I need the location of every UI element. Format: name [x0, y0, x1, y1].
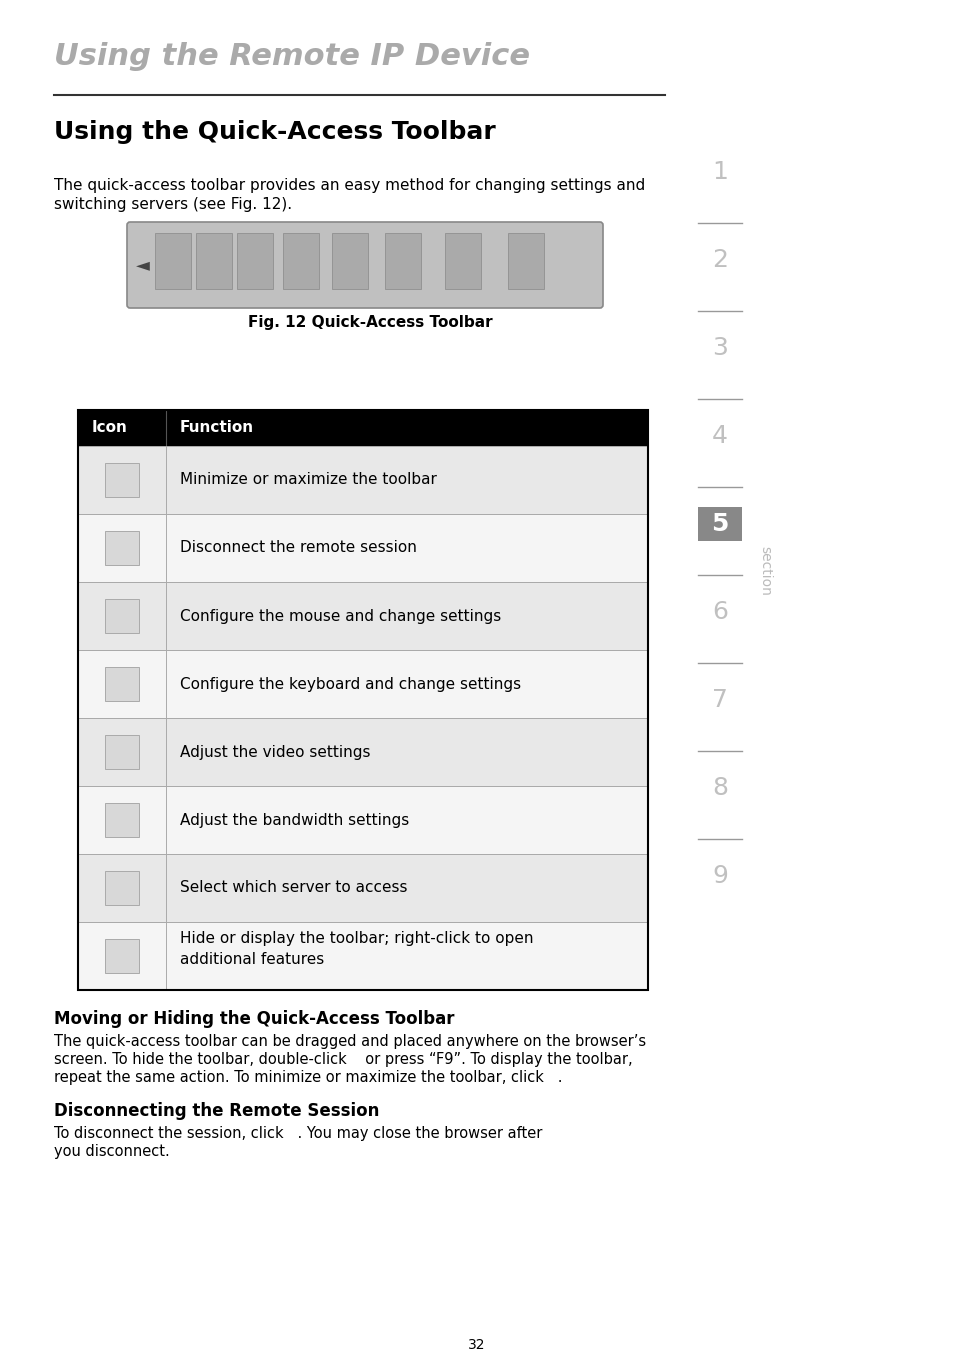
Bar: [332, 233, 368, 289]
Bar: [78, 514, 647, 582]
Bar: [507, 233, 543, 289]
Bar: [385, 233, 420, 289]
Text: Using the Remote IP Device: Using the Remote IP Device: [54, 42, 530, 71]
Bar: [698, 507, 741, 541]
Text: The quick-access toolbar provides an easy method for changing settings and: The quick-access toolbar provides an eas…: [54, 179, 644, 194]
Text: Icon: Icon: [91, 421, 128, 436]
Text: Configure the mouse and change settings: Configure the mouse and change settings: [180, 608, 500, 623]
Text: 6: 6: [711, 600, 727, 624]
Text: 5: 5: [711, 512, 728, 536]
Bar: [78, 582, 647, 650]
Text: Moving or Hiding the Quick-Access Toolbar: Moving or Hiding the Quick-Access Toolba…: [54, 1010, 454, 1028]
Text: Select which server to access: Select which server to access: [180, 880, 407, 895]
Bar: [78, 786, 647, 855]
Bar: [78, 650, 647, 718]
Bar: [236, 233, 273, 289]
Text: Adjust the bandwidth settings: Adjust the bandwidth settings: [180, 812, 409, 827]
Text: ◄: ◄: [136, 256, 150, 274]
Bar: [105, 463, 139, 497]
Text: you disconnect.: you disconnect.: [54, 1144, 170, 1159]
Text: Disconnecting the Remote Session: Disconnecting the Remote Session: [54, 1103, 379, 1120]
Bar: [78, 718, 647, 786]
Bar: [105, 803, 139, 837]
Text: 8: 8: [711, 776, 727, 800]
Text: 7: 7: [711, 688, 727, 711]
Text: 2: 2: [711, 248, 727, 273]
Text: Configure the keyboard and change settings: Configure the keyboard and change settin…: [180, 676, 520, 691]
Text: Hide or display the toolbar; right-click to open
additional features: Hide or display the toolbar; right-click…: [180, 931, 533, 966]
Bar: [78, 921, 647, 990]
Text: To disconnect the session, click   . You may close the browser after: To disconnect the session, click . You m…: [54, 1126, 542, 1141]
Bar: [78, 855, 647, 921]
Text: 32: 32: [468, 1338, 485, 1352]
Bar: [444, 233, 480, 289]
Text: The quick-access toolbar can be dragged and placed anywhere on the browser’s: The quick-access toolbar can be dragged …: [54, 1035, 645, 1050]
Bar: [195, 233, 232, 289]
Bar: [105, 939, 139, 973]
Text: Function: Function: [180, 421, 253, 436]
FancyBboxPatch shape: [127, 222, 602, 308]
Text: 4: 4: [711, 424, 727, 448]
Bar: [105, 871, 139, 905]
Text: Minimize or maximize the toolbar: Minimize or maximize the toolbar: [180, 473, 436, 488]
Text: Using the Quick-Access Toolbar: Using the Quick-Access Toolbar: [54, 120, 496, 144]
Text: Disconnect the remote session: Disconnect the remote session: [180, 541, 416, 556]
Bar: [105, 735, 139, 769]
Bar: [78, 410, 647, 446]
Bar: [105, 598, 139, 632]
Bar: [78, 446, 647, 514]
Text: 3: 3: [711, 337, 727, 360]
Bar: [154, 233, 191, 289]
Text: 9: 9: [711, 864, 727, 889]
Bar: [105, 532, 139, 566]
Text: Adjust the video settings: Adjust the video settings: [180, 744, 370, 759]
Bar: [105, 667, 139, 701]
Text: 1: 1: [711, 159, 727, 184]
Text: Fig. 12 Quick-Access Toolbar: Fig. 12 Quick-Access Toolbar: [248, 315, 492, 330]
Text: section: section: [758, 547, 771, 596]
Bar: [78, 410, 647, 990]
Text: screen. To hide the toolbar, double-click    or press “F9”. To display the toolb: screen. To hide the toolbar, double-clic…: [54, 1052, 632, 1067]
Bar: [283, 233, 318, 289]
Text: switching servers (see Fig. 12).: switching servers (see Fig. 12).: [54, 198, 292, 213]
Text: repeat the same action. To minimize or maximize the toolbar, click   .: repeat the same action. To minimize or m…: [54, 1070, 562, 1085]
